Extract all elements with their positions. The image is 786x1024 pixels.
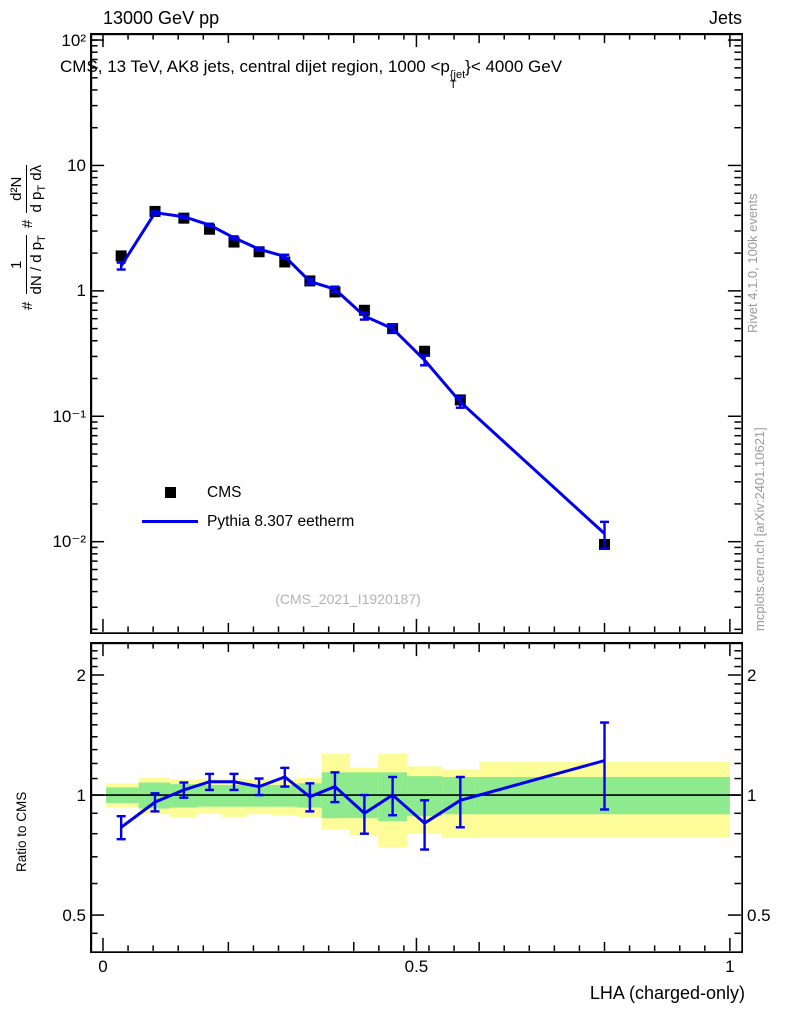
x-tick-label: 1 [725, 957, 735, 976]
legend-item-pythia: Pythia 8.307 eetherm [142, 507, 354, 536]
main-y-tick-label: 10⁻¹ [52, 406, 86, 426]
rivet-version-note: Rivet 4.1.0, 100k events [745, 193, 760, 333]
legend-label-pythia: Pythia 8.307 eetherm [207, 512, 355, 530]
ratio-y-tick-label-right: 1 [747, 785, 757, 805]
main-plot-panel [90, 33, 743, 634]
x-tick-label: 0.5 [404, 957, 429, 976]
ratio-y-tick-label-left: 1 [76, 785, 86, 805]
ratio-y-tick-label-right: 2 [747, 665, 757, 685]
x-tick-label: 0 [98, 957, 108, 976]
ratio-y-tick-label-right: 0.5 [747, 905, 771, 925]
legend: CMS Pythia 8.307 eetherm [142, 478, 354, 536]
legend-item-cms: CMS [142, 478, 354, 507]
cms-square-marker-icon [164, 487, 176, 498]
beam-energy-label: 13000 GeV pp [103, 8, 220, 28]
process-label: Jets [708, 8, 742, 28]
ratio-plot-panel [90, 642, 743, 953]
main-y-tick-label: 10 [67, 155, 86, 175]
ratio-y-tick-label-left: 2 [76, 665, 86, 685]
pythia-line-marker-icon [142, 520, 198, 523]
plot-title: CMS, 13 TeV, AK8 jets, central dijet reg… [60, 57, 563, 91]
x-axis-title: LHA (charged-only) [589, 983, 745, 1003]
main-y-tick-label: 1 [76, 281, 86, 301]
analysis-id-watermark: (CMS_2021_I1920187) [275, 591, 421, 607]
main-y-tick-label: 10⁻² [52, 532, 86, 552]
main-y-tick-label: 10² [61, 30, 86, 50]
ratio-y-tick-label-left: 0.5 [62, 905, 86, 925]
mcplots-arxiv-note: mcplots.cern.ch [arXiv:2401.10621] [752, 427, 767, 631]
legend-label-cms: CMS [207, 483, 242, 501]
